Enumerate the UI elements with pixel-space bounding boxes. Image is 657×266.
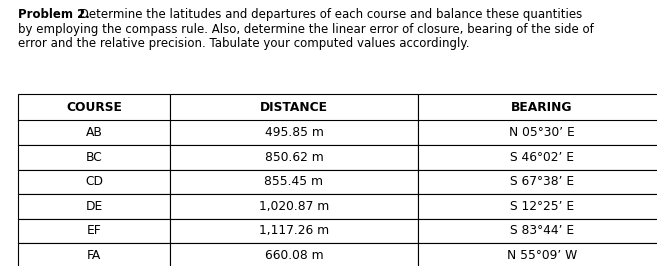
Text: error and the relative precision. Tabulate your computed values accordingly.: error and the relative precision. Tabula…: [18, 37, 470, 50]
Text: Determine the latitudes and departures of each course and balance these quantiti: Determine the latitudes and departures o…: [76, 8, 582, 21]
Text: S 83°44’ E: S 83°44’ E: [510, 224, 574, 237]
Text: DISTANCE: DISTANCE: [260, 101, 328, 114]
Bar: [170, 169, 418, 194]
Bar: [18, 120, 170, 145]
Text: 855.45 m: 855.45 m: [265, 175, 323, 188]
Bar: [18, 145, 170, 169]
Bar: [170, 94, 418, 120]
Text: FA: FA: [87, 249, 101, 262]
Bar: [418, 120, 657, 145]
Bar: [418, 194, 657, 218]
Bar: [18, 94, 170, 120]
Text: BC: BC: [85, 151, 102, 164]
Bar: [170, 120, 418, 145]
Bar: [18, 218, 170, 243]
Bar: [18, 169, 170, 194]
Bar: [170, 243, 418, 266]
Text: S 67°38’ E: S 67°38’ E: [510, 175, 574, 188]
Text: CD: CD: [85, 175, 103, 188]
Bar: [170, 218, 418, 243]
Text: AB: AB: [85, 126, 102, 139]
Bar: [418, 218, 657, 243]
Bar: [418, 243, 657, 266]
Bar: [18, 194, 170, 218]
Text: 1,117.26 m: 1,117.26 m: [259, 224, 329, 237]
Text: EF: EF: [87, 224, 101, 237]
Text: BEARING: BEARING: [511, 101, 573, 114]
Text: N 05°30’ E: N 05°30’ E: [509, 126, 575, 139]
Text: Problem 2.: Problem 2.: [18, 8, 90, 21]
Text: 660.08 m: 660.08 m: [265, 249, 323, 262]
Bar: [418, 94, 657, 120]
Text: 495.85 m: 495.85 m: [265, 126, 323, 139]
Bar: [18, 243, 170, 266]
Bar: [418, 145, 657, 169]
Bar: [418, 169, 657, 194]
Text: by employing the compass rule. Also, determine the linear error of closure, bear: by employing the compass rule. Also, det…: [18, 23, 594, 35]
Bar: [170, 145, 418, 169]
Text: 1,020.87 m: 1,020.87 m: [259, 200, 329, 213]
Text: N 55°09’ W: N 55°09’ W: [507, 249, 577, 262]
Text: S 12°25’ E: S 12°25’ E: [510, 200, 574, 213]
Text: 850.62 m: 850.62 m: [265, 151, 323, 164]
Text: COURSE: COURSE: [66, 101, 122, 114]
Text: S 46°02’ E: S 46°02’ E: [510, 151, 574, 164]
Text: DE: DE: [85, 200, 102, 213]
Bar: [170, 194, 418, 218]
